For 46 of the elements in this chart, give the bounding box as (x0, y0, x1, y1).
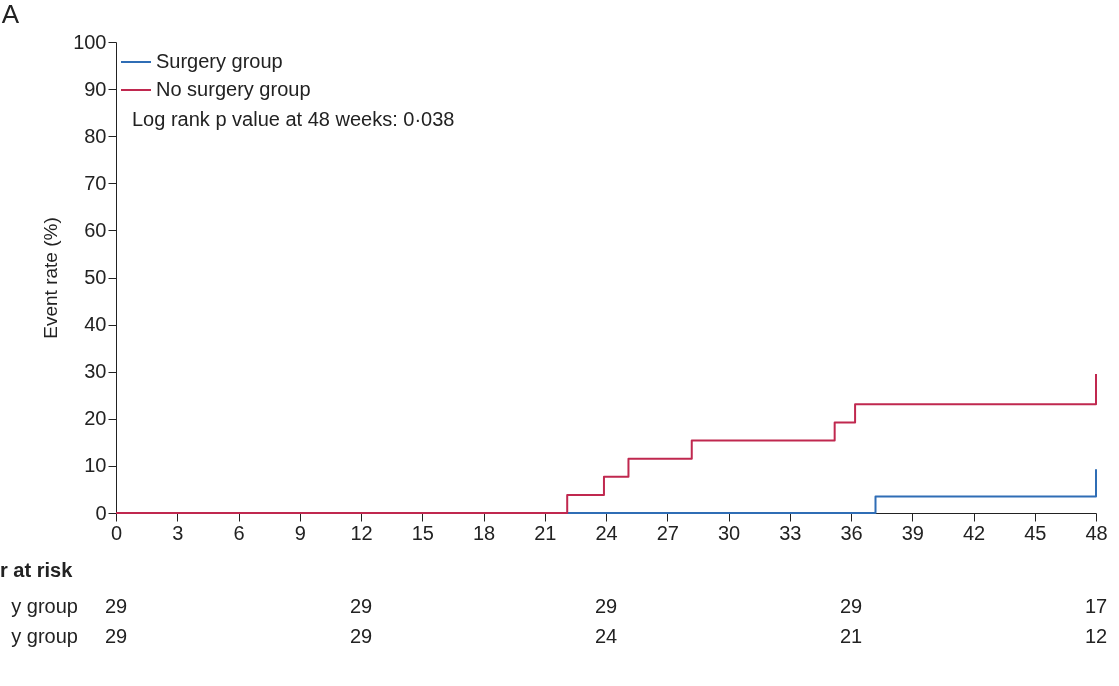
x-tick-label: 15 (411, 521, 434, 544)
y-tick-label: 70 (84, 171, 107, 194)
text: 17 (1084, 595, 1108, 617)
y-tick-label: 20 (84, 407, 107, 430)
y-tick-label: 100 (73, 30, 107, 53)
legend-label: No surgery group (156, 78, 311, 100)
x-tick-label: 27 (656, 521, 679, 544)
y-tick-label: 50 (84, 266, 107, 288)
chart-title: A (1, 0, 20, 29)
y-tick-label: 10 (84, 454, 107, 477)
y-tick-label: 80 (84, 124, 107, 147)
x-tick-label: 45 (1024, 521, 1047, 544)
text: 29 (104, 625, 128, 647)
x-tick-label: 33 (779, 521, 802, 544)
x-tick-label: 0 (110, 521, 123, 544)
annotation: Log rank p value at 48 weeks: 0·038 (132, 108, 455, 130)
x-tick-label: 36 (840, 521, 863, 544)
x-tick-label: 6 (233, 521, 245, 544)
x-tick-label: 30 (717, 521, 741, 544)
text: 29 (594, 595, 618, 617)
legend-label: Surgery group (156, 50, 283, 72)
x-tick-label: 12 (350, 521, 373, 544)
text: 24 (594, 625, 618, 647)
y-axis-title: Event rate (%) (40, 217, 62, 339)
text: 21 (839, 625, 863, 647)
x-tick-label: 48 (1085, 521, 1108, 544)
text: 29 (104, 595, 128, 617)
text: 29 (349, 595, 373, 617)
x-tick-label: 9 (294, 521, 306, 544)
text: 12 (1084, 625, 1108, 647)
y-tick-label: 40 (84, 313, 107, 336)
x-tick-label: 24 (595, 521, 618, 544)
y-tick-label: 30 (84, 360, 107, 383)
category-label: y group (11, 625, 78, 647)
category-label: y group (11, 595, 78, 617)
y-tick-label: 0 (95, 501, 107, 524)
x-tick-label: 21 (534, 521, 557, 544)
text: r at risk (0, 559, 74, 581)
text: 29 (839, 595, 863, 617)
x-tick-label: 18 (472, 521, 496, 544)
y-tick-label: 60 (84, 218, 107, 241)
text: 29 (349, 625, 373, 647)
x-tick-label: 39 (901, 521, 924, 544)
x-tick-label: 42 (962, 521, 986, 544)
y-tick-label: 90 (84, 77, 107, 100)
x-tick-label: 3 (172, 521, 184, 544)
